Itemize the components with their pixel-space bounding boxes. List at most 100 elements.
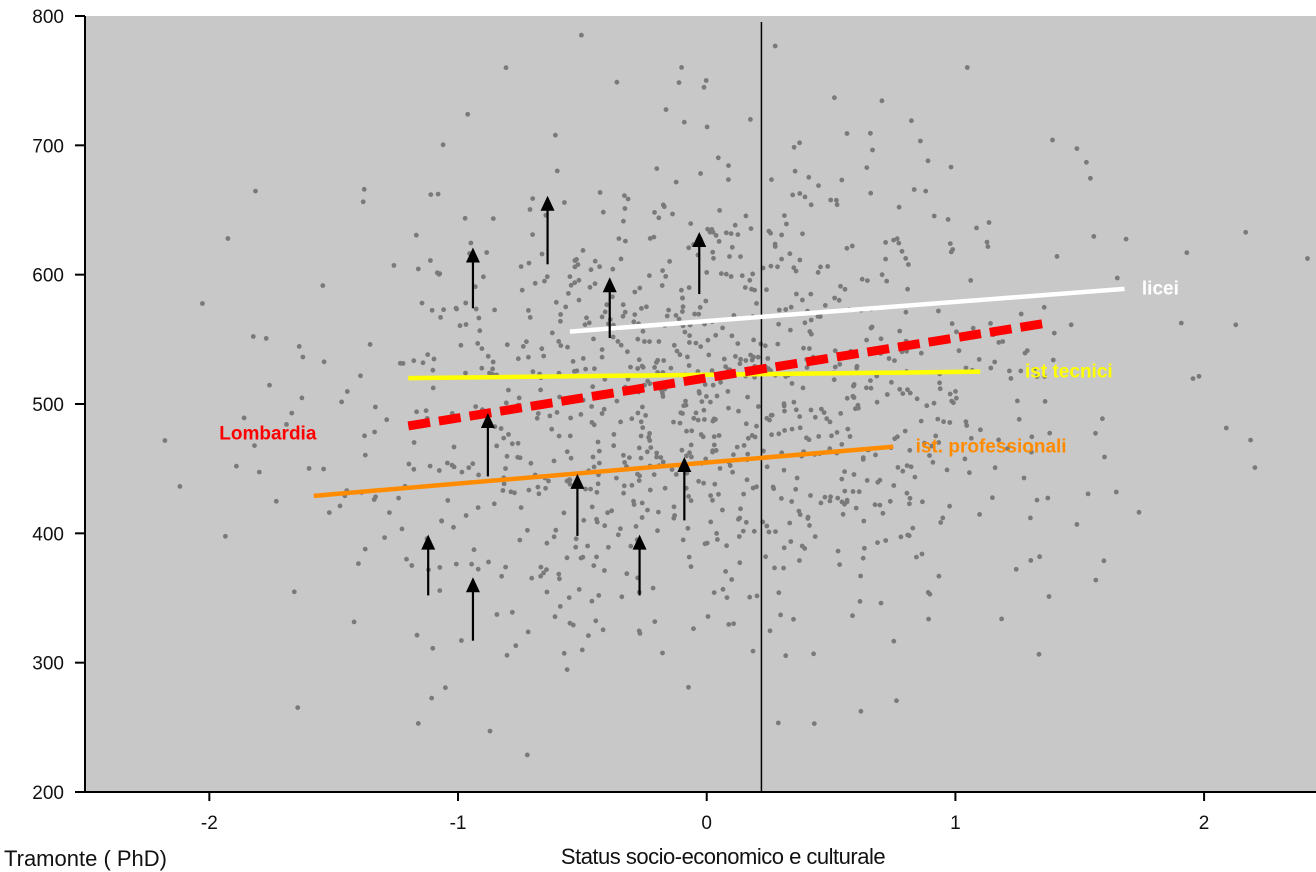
scatter-point (567, 274, 573, 279)
scatter-point (621, 218, 626, 224)
scatter-point (769, 412, 775, 418)
y-tick-label: 700 (32, 136, 64, 157)
series-labels: licei ist tecnici Lombardia ist. profession… (219, 279, 1179, 458)
scatter-point (557, 604, 563, 609)
scatter-point (1046, 594, 1052, 599)
scatter-point (808, 202, 814, 208)
y-tick-label: 400 (32, 524, 64, 545)
scatter-point (827, 498, 833, 504)
scatter-point (567, 481, 573, 487)
scatter-point (414, 632, 420, 638)
scatter-point (1021, 475, 1027, 481)
scatter-point (792, 168, 798, 174)
scatter-point (551, 534, 557, 540)
scatter-point (524, 752, 530, 758)
scatter-point (865, 278, 870, 283)
scatter-point (473, 404, 479, 409)
scatter-point (789, 426, 795, 432)
scatter-point (1018, 311, 1024, 317)
scatter-point (750, 648, 756, 654)
scatter-point (763, 554, 768, 560)
scatter-point (751, 337, 756, 343)
scatter-point (344, 389, 350, 394)
scatter-point (762, 343, 768, 349)
scatter-point (1047, 430, 1053, 436)
scatter-point (837, 562, 842, 567)
scatter-point (728, 231, 734, 237)
scatter-point (822, 303, 828, 308)
scatter-point (766, 529, 772, 535)
scatter-point (700, 434, 706, 440)
scatter-point (938, 520, 944, 525)
scatter-point (597, 460, 602, 466)
scatter-point (570, 359, 576, 364)
series-label-ist-professionali: ist. professionali (916, 436, 1067, 457)
scatter-point (610, 294, 615, 300)
scatter-point (597, 190, 603, 195)
scatter-point (596, 448, 602, 454)
scatter-point (681, 119, 687, 125)
scatter-point (791, 144, 797, 150)
scatter-point (840, 511, 846, 517)
scatter-point (804, 435, 809, 441)
scatter-point (754, 301, 759, 306)
scatter-point (797, 191, 803, 196)
scatter-point (300, 354, 306, 360)
scatter-point (472, 284, 478, 290)
scatter-point (956, 348, 962, 354)
scatter-point (656, 215, 662, 221)
scatter-point (513, 643, 519, 649)
scatter-point (406, 461, 412, 467)
scatter-point (678, 410, 684, 416)
scatter-point (708, 493, 713, 498)
scatter-point (1037, 554, 1042, 560)
scatter-point (629, 416, 635, 422)
scatter-point (688, 221, 694, 227)
scatter-point (553, 132, 558, 138)
scatter-point (831, 377, 837, 383)
scatter-point (673, 472, 679, 477)
y-tick-label: 500 (32, 395, 64, 416)
scatter-point (801, 345, 806, 351)
scatter-point (253, 188, 258, 194)
scatter-point (751, 528, 757, 534)
scatter-point (683, 398, 688, 404)
scatter-point (754, 593, 760, 599)
scatter-point (710, 497, 715, 503)
scatter-point (920, 499, 925, 505)
scatter-point (797, 257, 803, 263)
scatter-point (530, 232, 535, 238)
scatter-point (1034, 374, 1040, 379)
scatter-point (1190, 376, 1196, 381)
scatter-point (842, 488, 848, 494)
scatter-point (291, 589, 297, 595)
scatter-point (680, 537, 686, 543)
scatter-point (839, 177, 845, 183)
scatter-point (747, 594, 753, 600)
scatter-point (509, 441, 515, 447)
scatter-point (628, 543, 634, 549)
scatter-point (647, 431, 652, 436)
scatter-point (561, 650, 567, 656)
scatter-point (839, 499, 845, 505)
scatter-point (610, 266, 616, 272)
scatter-point (791, 616, 796, 622)
scatter-point (618, 256, 624, 262)
scatter-point (479, 365, 485, 371)
scatter-point (741, 443, 747, 448)
scatter-point (680, 304, 686, 310)
scatter-point (738, 506, 743, 512)
scatter-point (477, 328, 483, 334)
scatter-point (933, 433, 939, 439)
scatter-point (832, 295, 837, 301)
scatter-point (587, 284, 593, 290)
scatter-point (986, 220, 992, 225)
scatter-point (832, 95, 837, 101)
scatter-point (688, 564, 694, 569)
scatter-point (788, 327, 793, 333)
scatter-point (703, 298, 709, 304)
scatter-point (504, 652, 510, 658)
scatter-point (887, 498, 893, 504)
scatter-point (673, 313, 679, 318)
scatter-point (466, 465, 472, 471)
